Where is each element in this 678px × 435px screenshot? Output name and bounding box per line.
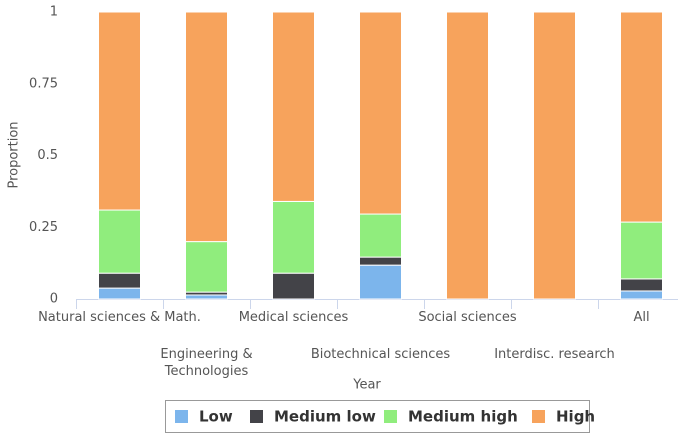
x-tick-label: Biotechnical sciences	[310, 347, 451, 362]
bar-segment	[185, 241, 228, 293]
legend-swatch	[175, 410, 188, 423]
y-tick-label: 0.5	[37, 148, 58, 163]
x-tick-label: Medical sciences	[238, 310, 349, 325]
bar-segment	[98, 272, 141, 289]
legend-label: Low	[199, 408, 233, 426]
bar-segment	[359, 213, 402, 258]
bar-segment	[98, 11, 141, 211]
bar-segment	[359, 11, 402, 215]
legend-label: Medium low	[274, 408, 376, 426]
bar-segment	[620, 11, 663, 223]
bar-segment	[359, 264, 402, 300]
bar-segment	[272, 200, 315, 274]
y-tick-label: 1	[50, 5, 58, 20]
legend-label: High	[556, 408, 595, 426]
bar-segment	[272, 11, 315, 202]
bar-segment	[620, 290, 663, 300]
x-axis-title: Year	[352, 378, 381, 393]
legend-swatch	[532, 410, 545, 423]
bar-segment	[185, 11, 228, 243]
y-tick-label: 0.75	[29, 76, 58, 91]
x-tick-label: Social sciences	[418, 310, 517, 325]
bar-segment	[620, 278, 663, 292]
y-tick-label: 0	[50, 292, 58, 307]
bar-segment	[98, 287, 141, 300]
legend-box	[165, 400, 590, 433]
bar-segment	[620, 221, 663, 280]
bar-segment	[272, 272, 315, 300]
y-axis-title: Proportion	[7, 121, 22, 188]
x-tick-label: Interdisc. research	[494, 347, 615, 362]
y-tick-label: 0.25	[29, 220, 58, 235]
x-tick-label: Engineering & Technologies	[160, 347, 253, 379]
legend-swatch	[250, 410, 263, 423]
bar-segment	[446, 11, 489, 300]
bar-segment	[185, 294, 228, 300]
legend-swatch	[384, 410, 397, 423]
x-tick-label: Natural sciences & Math.	[38, 310, 201, 325]
bar-segment	[98, 209, 141, 274]
legend-label: Medium high	[408, 408, 518, 426]
bar-segment	[359, 256, 402, 266]
x-tick-label: All	[633, 310, 650, 325]
bar-segment	[533, 11, 576, 300]
